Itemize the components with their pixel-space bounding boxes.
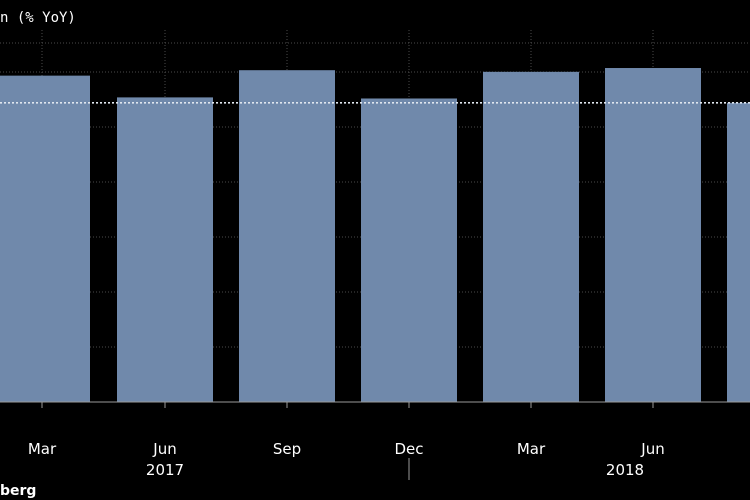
x-year-label: 2018 <box>606 461 644 479</box>
bar <box>483 71 579 402</box>
x-tick-label: Dec <box>394 440 423 458</box>
bar <box>361 98 457 403</box>
x-year-label: 2017 <box>146 461 184 479</box>
x-tick-label: Mar <box>517 440 546 458</box>
bar <box>117 97 213 403</box>
bar <box>605 68 701 402</box>
x-tick-label: Jun <box>152 440 176 458</box>
x-tick-label: Jun <box>640 440 664 458</box>
source-label: berg <box>0 483 36 499</box>
bar <box>727 102 750 402</box>
x-axis: Mar Jun Sep Dec Mar Jun 2017 2018 <box>0 401 750 480</box>
chart-title: n (% YoY) <box>0 10 76 26</box>
bar <box>239 70 335 403</box>
x-tick-label: Mar <box>28 440 57 458</box>
bars <box>0 68 750 403</box>
bar <box>0 75 90 403</box>
x-tick-label: Sep <box>273 440 301 458</box>
